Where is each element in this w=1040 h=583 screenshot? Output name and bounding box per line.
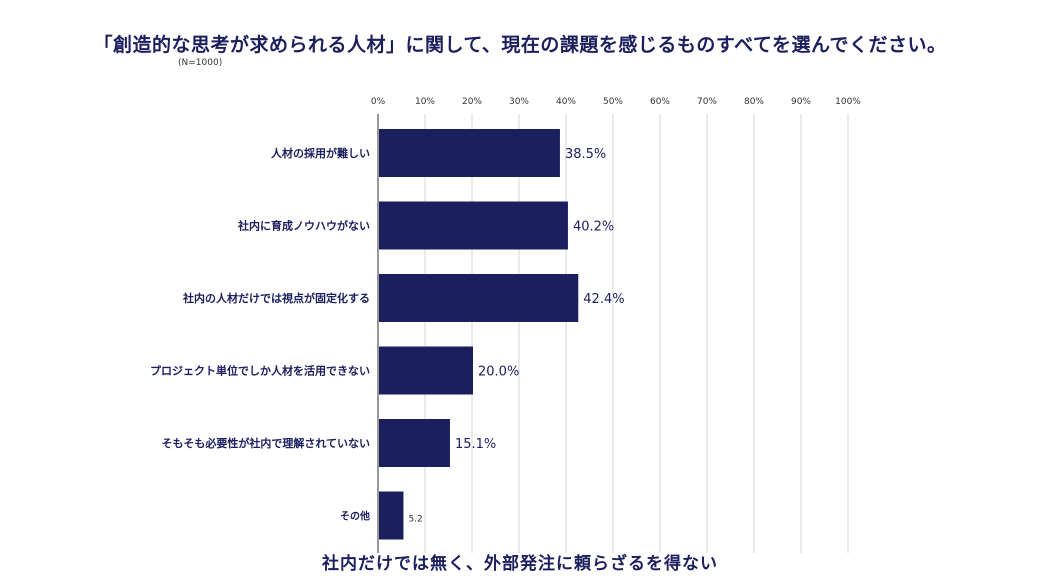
- category-label: プロジェクト単位でしか人材を活用できない: [150, 364, 370, 378]
- bars: [379, 129, 579, 540]
- bar: [379, 129, 560, 177]
- x-tick-label: 90%: [791, 97, 811, 107]
- grid-lines: [377, 114, 849, 553]
- bar: [379, 346, 473, 395]
- category-label: その他: [340, 510, 370, 523]
- category-labels: 人材の採用が難しい社内に育成ノウハウがない社内の人材だけでは視点が固定化するプロ…: [150, 146, 370, 523]
- x-tick-label: 30%: [509, 97, 529, 107]
- x-tick-label: 50%: [603, 97, 623, 107]
- x-tick-label: 40%: [556, 97, 576, 107]
- bar: [379, 201, 568, 250]
- x-tick-label: 70%: [697, 97, 717, 107]
- sample-size-note: (N=1000): [178, 58, 223, 68]
- question-title: 「創造的な思考が求められる人材」に関して、現在の課題を感じるものすべてを選んでく…: [93, 34, 947, 56]
- value-label: 38.5%: [565, 147, 606, 162]
- bar: [379, 274, 579, 322]
- value-label: 40.2%: [573, 220, 614, 235]
- bar: [379, 419, 450, 467]
- x-tick-label: 10%: [415, 97, 435, 107]
- x-tick-label: 60%: [650, 97, 670, 107]
- category-label: 社内の人材だけでは視点が固定化する: [182, 291, 370, 305]
- value-label: 20.0%: [478, 365, 519, 380]
- x-tick-label: 80%: [744, 97, 764, 107]
- value-label: 5.2: [408, 515, 422, 525]
- category-label: そもそも必要性が社内で理解されていない: [162, 436, 370, 450]
- category-label: 社内に育成ノウハウがない: [237, 219, 370, 233]
- bar: [379, 491, 404, 540]
- value-label: 42.4%: [583, 292, 624, 307]
- x-tick-labels: 0% 10% 20% 30% 40% 50% 60% 70% 80% 90% 100%: [371, 97, 861, 107]
- partial-category-label: 社内だけでは無く、外部発注に頼らざるを得ない: [322, 554, 718, 574]
- x-tick-label: 100%: [835, 97, 861, 107]
- value-labels: 38.5% 40.2% 42.4% 20.0% 15.1% 5.2: [408, 147, 624, 525]
- x-tick-label: 20%: [462, 97, 482, 107]
- x-tick-label: 0%: [371, 97, 386, 107]
- value-label: 15.1%: [455, 437, 496, 452]
- category-label: 人材の採用が難しい: [271, 146, 370, 160]
